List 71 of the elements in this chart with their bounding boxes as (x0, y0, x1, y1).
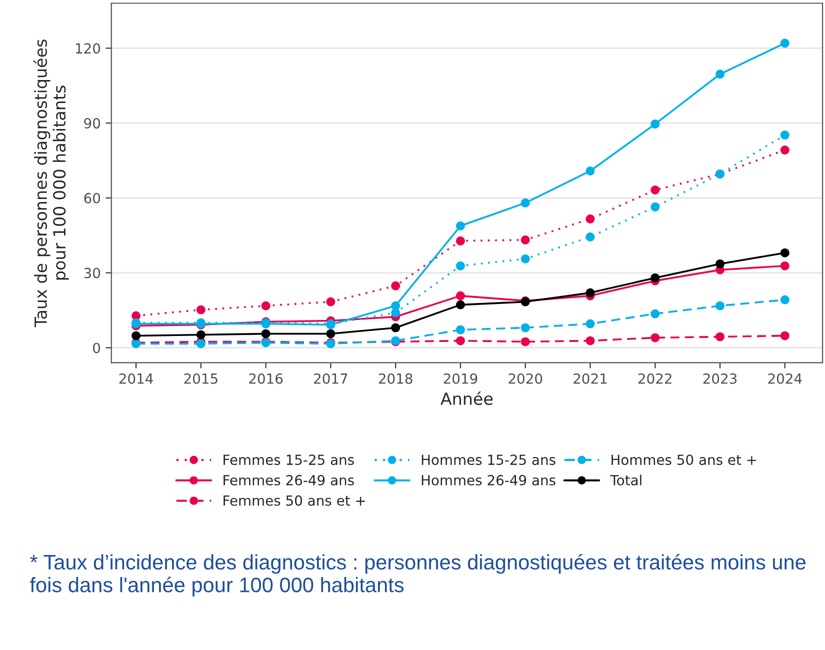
point (456, 300, 465, 310)
point (520, 323, 530, 332)
legend-label: Femmes 50 ans et + (224, 495, 365, 506)
point (456, 291, 465, 300)
point (520, 235, 530, 244)
legend-label: Hommes 26-49 ans (422, 474, 556, 486)
y-tick-label: 0 (93, 342, 100, 354)
x-tick-label: 2021 (574, 373, 607, 384)
x-axis-title: Année (440, 391, 493, 406)
x-tick-label: 2017 (314, 373, 348, 384)
point (586, 232, 595, 242)
point (586, 319, 595, 328)
point (650, 273, 660, 282)
point (391, 323, 400, 332)
point (650, 333, 660, 342)
point (650, 309, 660, 318)
point (456, 221, 465, 230)
point (650, 202, 660, 212)
y-tick-label: 60 (84, 192, 100, 204)
point (132, 331, 141, 340)
legend-label: Femmes 15-25 ans (224, 454, 354, 466)
point (261, 301, 270, 310)
x-tick-label: 2016 (249, 373, 283, 384)
point (780, 261, 790, 270)
point (715, 332, 725, 342)
point (520, 254, 530, 264)
point (456, 325, 465, 334)
point (391, 281, 400, 290)
y-tick-label: 30 (84, 268, 100, 278)
point (586, 166, 595, 176)
point (456, 336, 465, 346)
x-tick-label: 2023 (703, 373, 737, 384)
x-tick-label: 2022 (638, 373, 672, 384)
point (586, 336, 595, 346)
legend-label: Femmes 26-49 ans (224, 474, 354, 486)
point (456, 236, 465, 246)
x-tick-label: 2020 (508, 373, 542, 384)
point (780, 295, 790, 304)
point (780, 248, 790, 258)
point (261, 329, 270, 338)
legend-label: Total (610, 474, 642, 486)
point (780, 38, 790, 48)
x-tick-label: 2018 (378, 373, 412, 384)
point (196, 305, 206, 314)
point (520, 337, 530, 346)
point (715, 70, 725, 79)
point (715, 301, 725, 310)
point (326, 297, 336, 306)
point (780, 146, 790, 155)
point (650, 120, 660, 129)
point (520, 198, 530, 208)
point (196, 330, 206, 340)
point (780, 130, 790, 140)
point (650, 185, 660, 194)
x-tick-label: 2024 (768, 373, 802, 384)
point (586, 214, 595, 224)
x-tick-label: 2015 (184, 373, 218, 384)
text: * Taux d’incidence des diagnostics : personnes diagnostiquées et traitées moins une fois dans l'année pour 100 000 habitants (30, 554, 806, 596)
point (780, 331, 790, 340)
point (715, 259, 725, 268)
point (326, 329, 336, 338)
y-tick-label: 90 (84, 118, 100, 129)
y-axis-title: Taux de personnes diagnostiquées pour 100 000 habitants (33, 40, 69, 328)
legend-label: Hommes 15-25 ans (422, 454, 556, 466)
point (586, 288, 595, 298)
x-tick-label: 2014 (119, 373, 153, 384)
y-tick-label: 120 (76, 43, 100, 54)
point (391, 301, 400, 310)
point (456, 261, 465, 270)
x-tick-label: 2019 (444, 373, 478, 384)
legend-label: Hommes 50 ans et + (612, 454, 756, 466)
